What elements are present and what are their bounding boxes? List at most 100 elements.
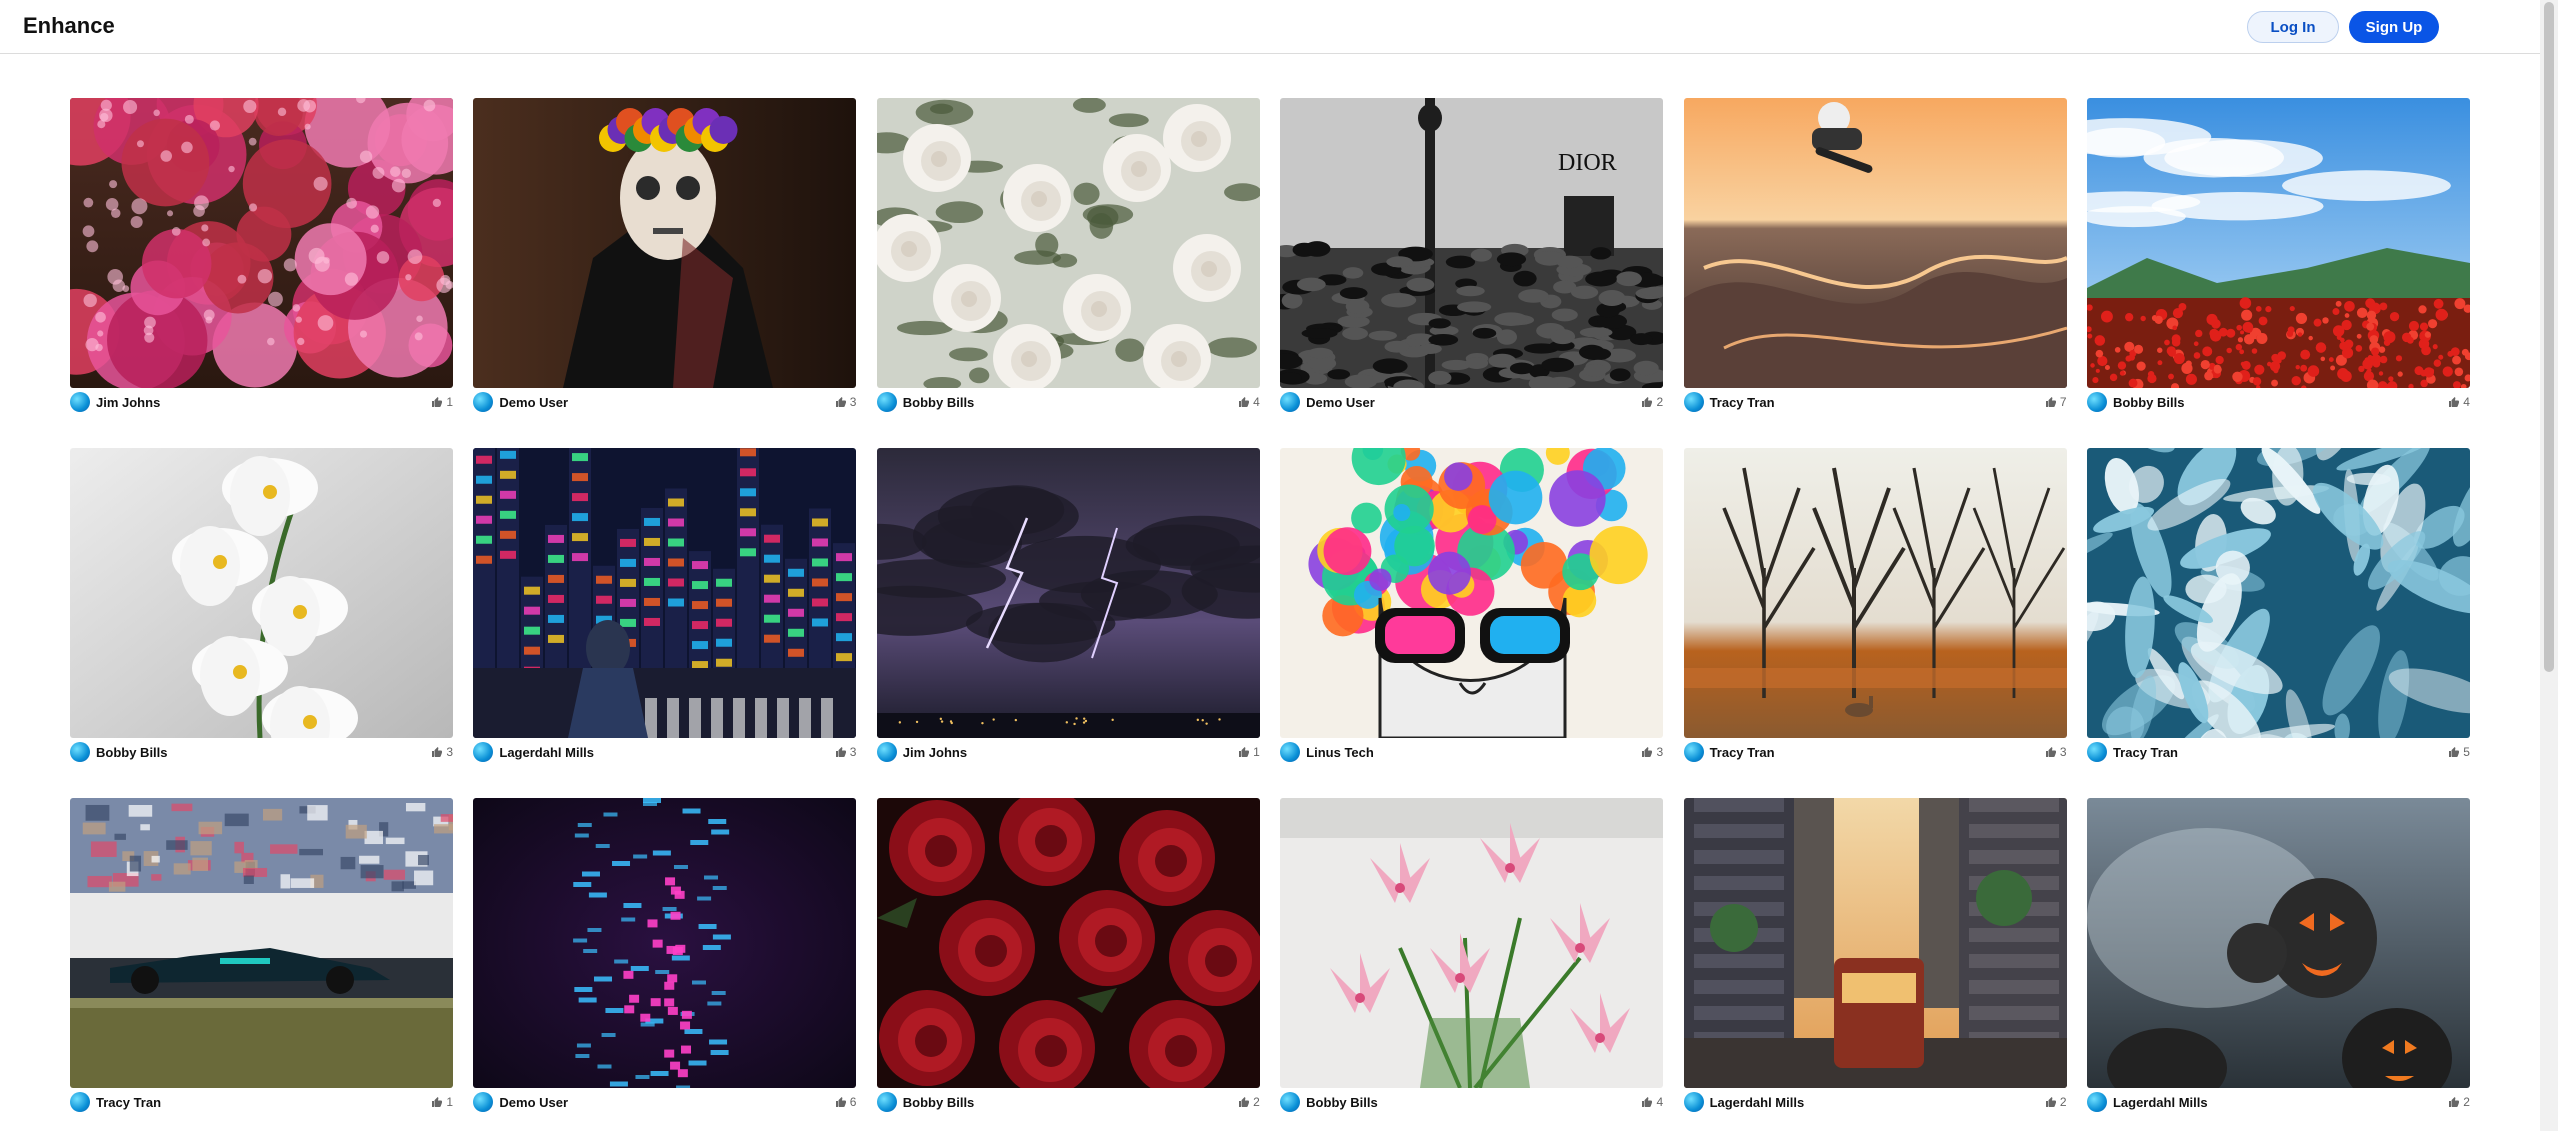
like-count[interactable]: 2 <box>1238 1095 1260 1109</box>
like-count[interactable]: 2 <box>2045 1095 2067 1109</box>
author-avatar[interactable] <box>70 392 90 412</box>
author-avatar[interactable] <box>2086 742 2107 762</box>
author-avatar[interactable] <box>876 742 897 762</box>
post-image-art <box>2086 798 2470 1088</box>
author-avatar[interactable] <box>876 1092 897 1112</box>
post-card[interactable]: Lagerdahl Mills 3 <box>473 448 857 762</box>
post-card[interactable]: Lagerdahl Mills 2 <box>1683 798 2067 1112</box>
post-image[interactable] <box>70 798 453 1088</box>
like-count[interactable]: 1 <box>431 1095 453 1109</box>
like-count[interactable]: 3 <box>1641 745 1663 759</box>
post-card[interactable]: Demo User 6 <box>473 798 857 1112</box>
post-card[interactable]: Lagerdahl Mills 2 <box>2086 798 2470 1112</box>
author-name[interactable]: Tracy Tran <box>2112 744 2178 760</box>
post-image[interactable] <box>1683 448 2067 738</box>
author-avatar[interactable] <box>1683 742 1704 762</box>
like-count[interactable]: 1 <box>431 395 453 409</box>
author-avatar[interactable] <box>1280 1092 1301 1112</box>
post-image[interactable] <box>876 98 1260 388</box>
post-card[interactable]: Tracy Tran 5 <box>2086 448 2470 762</box>
post-card[interactable]: Bobby Bills 4 <box>1280 798 1664 1112</box>
author-name[interactable]: Bobby Bills <box>96 744 168 760</box>
post-image[interactable] <box>473 448 857 738</box>
like-count[interactable]: 2 <box>2448 1095 2470 1109</box>
author-name[interactable]: Bobby Bills <box>2112 394 2185 410</box>
like-count[interactable]: 3 <box>835 745 856 759</box>
post-card[interactable]: Bobby Bills 3 <box>70 448 453 762</box>
like-count[interactable]: 6 <box>835 1095 856 1109</box>
app-logo[interactable]: Enhance <box>23 13 115 38</box>
post-card[interactable]: Jim Johns 1 <box>70 98 453 412</box>
author-name[interactable]: Lagerdahl Mills <box>1709 1094 1805 1110</box>
like-count[interactable]: 4 <box>1238 395 1260 409</box>
author-avatar[interactable] <box>1683 1092 1704 1112</box>
author-name[interactable]: Bobby Bills <box>902 1094 975 1110</box>
post-image[interactable] <box>2086 98 2470 388</box>
post-image[interactable] <box>1280 448 1664 738</box>
like-count[interactable]: 4 <box>1641 1095 1663 1109</box>
author-name[interactable]: Demo User <box>1306 394 1375 410</box>
author-avatar[interactable] <box>473 392 494 412</box>
like-count-value: 1 <box>446 1095 453 1109</box>
post-image[interactable] <box>876 798 1260 1088</box>
author-name[interactable]: Bobby Bills <box>902 394 975 410</box>
post-card[interactable]: Demo User 3 <box>473 98 857 412</box>
post-image[interactable] <box>2086 448 2470 738</box>
post-card[interactable]: Linus Tech 3 <box>1280 448 1664 762</box>
thumbs-up-icon <box>2045 746 2057 758</box>
post-card[interactable]: Bobby Bills 4 <box>876 98 1260 412</box>
page-scrollbar[interactable] <box>2540 0 2558 1131</box>
author-avatar[interactable] <box>2086 392 2107 412</box>
post-card[interactable]: Tracy Tran 7 <box>1683 98 2067 412</box>
log-in-button[interactable]: Log In <box>2247 11 2339 43</box>
author-avatar[interactable] <box>1683 392 1704 412</box>
like-count[interactable]: 3 <box>431 745 453 759</box>
like-count[interactable]: 5 <box>2448 745 2470 759</box>
post-card[interactable]: Bobby Bills 2 <box>876 798 1260 1112</box>
author-name[interactable]: Tracy Tran <box>1709 744 1775 760</box>
like-count[interactable]: 2 <box>1641 395 1663 409</box>
author-avatar[interactable] <box>1280 392 1301 412</box>
author-name[interactable]: Linus Tech <box>1306 744 1374 760</box>
post-card[interactable]: Bobby Bills 4 <box>2086 98 2470 412</box>
post-image[interactable] <box>1683 98 2067 388</box>
author-name[interactable]: Lagerdahl Mills <box>499 744 595 760</box>
like-count[interactable]: 1 <box>1238 745 1260 759</box>
author-avatar[interactable] <box>473 742 494 762</box>
post-meta: Tracy Tran 7 <box>1683 392 2067 412</box>
like-count[interactable]: 3 <box>2045 745 2067 759</box>
post-card[interactable]: Jim Johns 1 <box>876 448 1260 762</box>
post-image[interactable] <box>876 448 1260 738</box>
post-image[interactable] <box>1683 798 2067 1088</box>
author-name[interactable]: Demo User <box>499 394 569 410</box>
like-count[interactable]: 3 <box>835 395 856 409</box>
post-image-art <box>70 448 453 738</box>
sign-up-button[interactable]: Sign Up <box>2349 11 2439 43</box>
post-image[interactable] <box>70 448 453 738</box>
like-count[interactable]: 4 <box>2448 395 2470 409</box>
post-card[interactable]: Tracy Tran 1 <box>70 798 453 1112</box>
author-name[interactable]: Jim Johns <box>96 394 161 410</box>
author-avatar[interactable] <box>473 1092 494 1112</box>
post-image[interactable] <box>1280 798 1664 1088</box>
author-name[interactable]: Bobby Bills <box>1306 1094 1378 1110</box>
post-card[interactable]: Tracy Tran 3 <box>1683 448 2067 762</box>
author-name[interactable]: Tracy Tran <box>96 1094 162 1110</box>
post-image[interactable] <box>2086 798 2470 1088</box>
author-name[interactable]: Jim Johns <box>902 744 968 760</box>
post-card[interactable]: DIOR Demo User 2 <box>1280 98 1664 412</box>
post-image[interactable]: DIOR <box>1280 98 1664 388</box>
author-avatar[interactable] <box>1280 742 1301 762</box>
scrollbar-thumb[interactable] <box>2544 2 2554 672</box>
post-image[interactable] <box>473 98 857 388</box>
like-count[interactable]: 7 <box>2045 395 2067 409</box>
author-avatar[interactable] <box>70 742 90 762</box>
author-name[interactable]: Demo User <box>499 1094 569 1110</box>
author-avatar[interactable] <box>2086 1092 2107 1112</box>
author-avatar[interactable] <box>70 1092 90 1112</box>
post-image[interactable] <box>70 98 453 388</box>
post-image[interactable] <box>473 798 857 1088</box>
author-name[interactable]: Tracy Tran <box>1709 394 1775 410</box>
author-avatar[interactable] <box>876 392 897 412</box>
author-name[interactable]: Lagerdahl Mills <box>2112 1094 2208 1110</box>
